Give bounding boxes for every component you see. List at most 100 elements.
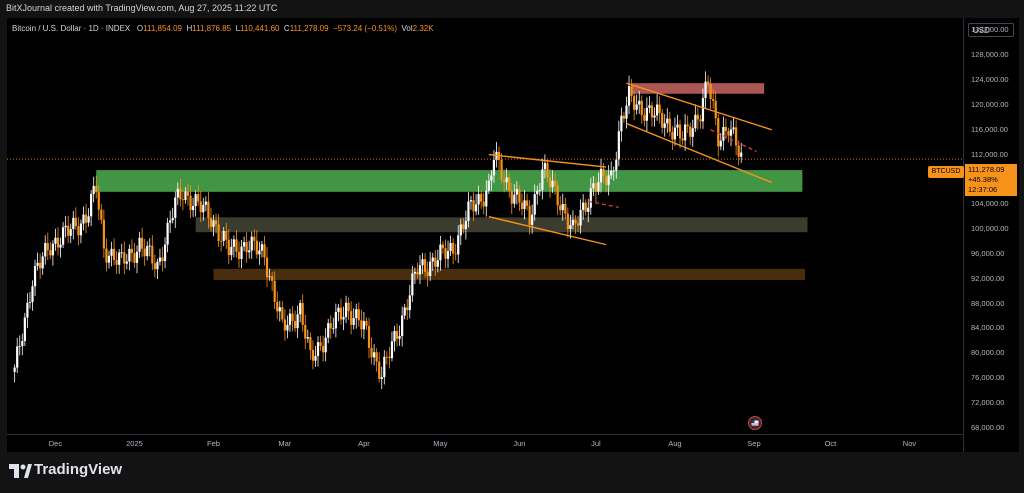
candle-body (523, 200, 526, 209)
footer (0, 452, 1024, 493)
candle-body (393, 330, 396, 342)
candle-body (426, 271, 429, 276)
legend-volume: 2.32K (412, 24, 434, 33)
candle-body (508, 177, 511, 191)
economic-event-icon[interactable] (748, 416, 762, 430)
candle-body (689, 126, 692, 137)
candle-body (237, 251, 241, 259)
candle-body (212, 220, 215, 227)
candle-body (329, 323, 332, 329)
candle-body (169, 220, 172, 223)
channel-lower-line (488, 216, 607, 246)
price-axis[interactable] (963, 18, 1019, 452)
price-tick-label: 92,000.00 (971, 273, 1005, 283)
time-axis[interactable] (7, 434, 963, 453)
chart-pane[interactable] (7, 18, 963, 434)
price-tick-label: 116,000.00 (971, 124, 1008, 134)
candle-body (342, 317, 345, 320)
candle-body (640, 100, 643, 116)
candle-body (192, 206, 195, 211)
candle-body (474, 204, 478, 212)
candle-body (719, 140, 722, 147)
candle-body (268, 276, 271, 278)
candle-body (589, 188, 592, 208)
candle-body (44, 243, 47, 257)
candle-body (220, 240, 223, 242)
candle-body (344, 302, 348, 318)
candle-body (207, 201, 210, 219)
candle-body (612, 170, 615, 172)
candle-body (658, 104, 661, 113)
candle-body (194, 194, 197, 207)
candle-body (699, 119, 702, 122)
candle-body (291, 313, 294, 321)
candle-body (197, 194, 200, 202)
candle-body (110, 248, 113, 256)
header-bar: BitXJournal created with TradingView.com… (0, 0, 1024, 17)
price-tick-label: 72,000.00 (971, 397, 1005, 407)
candle-body (322, 345, 325, 353)
candle-body (148, 245, 151, 247)
candle-body (423, 259, 427, 272)
candle-body (490, 175, 493, 181)
legend-volume-label: Vol (401, 24, 413, 33)
candle-body (217, 224, 220, 241)
candle-body (263, 244, 266, 258)
candle-body (548, 177, 552, 188)
candle-body (141, 237, 144, 249)
candle-body (454, 253, 457, 255)
candle-body (283, 319, 286, 331)
candle-body (158, 257, 162, 262)
channel-upper-line (626, 82, 773, 131)
candle-body (380, 377, 383, 379)
time-tick-label: Aug (668, 439, 682, 448)
candle-body (301, 303, 304, 326)
candle-body (28, 302, 32, 303)
candle-body (265, 257, 269, 278)
candle-body (355, 309, 358, 319)
candle-body (204, 201, 207, 205)
candle-body (49, 250, 52, 256)
last-price-tag: 111,278.09 +45.38% 12:37:06 (965, 164, 1017, 196)
candle-body (133, 253, 136, 263)
candle-body (556, 185, 559, 206)
legend-high-label: H (186, 24, 193, 33)
candle-body (584, 202, 587, 212)
candle-body (23, 317, 26, 342)
candle-body (482, 201, 485, 207)
candle-body (286, 324, 289, 331)
legend-low: 110,441.60 (240, 24, 280, 33)
candle-body (202, 204, 205, 213)
candle-body (166, 222, 169, 245)
candle-body (686, 124, 689, 127)
candle-body (26, 302, 29, 318)
candle-body (732, 127, 735, 130)
candle-body (737, 145, 740, 157)
candle-body (416, 271, 419, 275)
candle-body (360, 320, 363, 330)
channel-lower-line (626, 122, 773, 184)
candle-body (240, 246, 243, 259)
candle-body (740, 152, 743, 157)
candle-body (186, 191, 190, 196)
candle-body (449, 242, 452, 252)
price-tick-label: 104,000.00 (971, 199, 1009, 209)
candle-body (538, 190, 541, 191)
projection-dashed-line (710, 129, 757, 153)
time-tick-label: Oct (824, 439, 837, 448)
legend-change: −573.24 (−0.51%) (333, 24, 398, 33)
candle-body (582, 202, 585, 210)
candle-body (161, 257, 164, 261)
candle-body (592, 183, 595, 189)
candle-body (112, 248, 116, 261)
candle-body (347, 302, 350, 312)
candle-body (650, 105, 654, 118)
symbol-legend: Bitcoin / U.S. Dollar · 1D · INDEX O111,… (12, 24, 434, 33)
price-tick-label: 84,000.00 (971, 323, 1005, 333)
candle-body (706, 81, 710, 84)
time-tick-label: Apr (358, 439, 370, 448)
chart-canvas[interactable] (7, 18, 963, 434)
legend-open: 111,854.09 (143, 24, 183, 33)
currency-button[interactable]: USD (968, 23, 1014, 37)
candle-body (533, 194, 536, 215)
